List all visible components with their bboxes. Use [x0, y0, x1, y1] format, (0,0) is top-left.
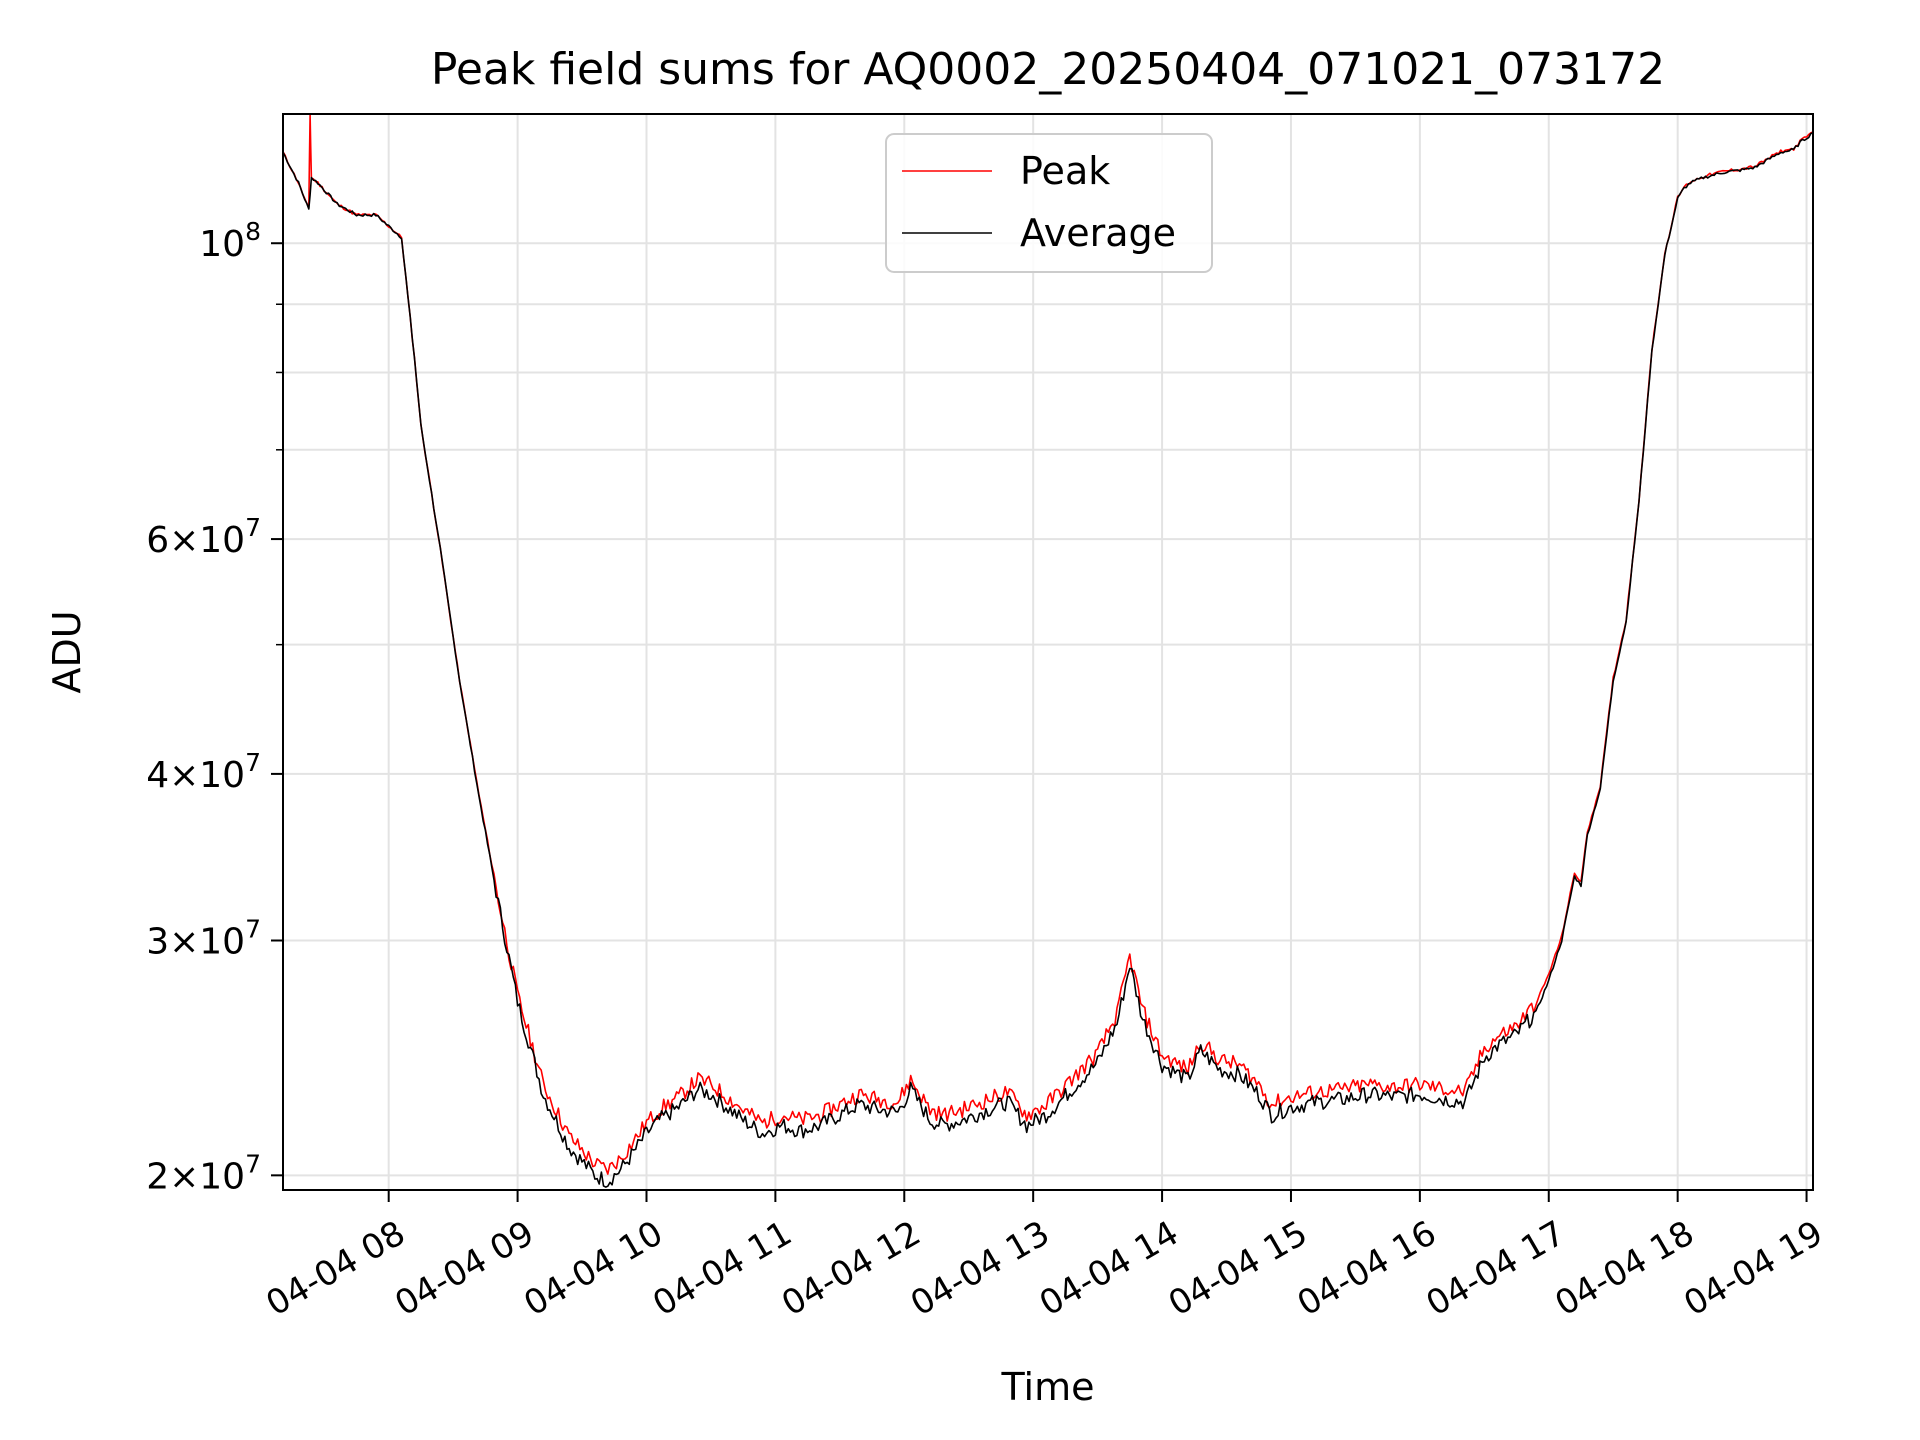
y-tick-times: ×	[169, 755, 199, 796]
y-tick-mantissa: 2	[146, 1156, 169, 1197]
y-tick-base: 10	[199, 224, 245, 265]
series-layer	[282, 113, 1814, 1188]
y-tick-exponent: 7	[245, 1149, 261, 1178]
y-tick-times: ×	[169, 922, 199, 963]
plot-frame	[282, 113, 1814, 1191]
series-line-peak	[282, 113, 1814, 1175]
y-tick-exponent: 7	[245, 915, 261, 944]
y-tick-base: 10	[199, 1156, 245, 1197]
legend-average-label: Average	[1020, 211, 1176, 255]
y-tick-base: 10	[199, 520, 245, 561]
y-tick-label: 108	[199, 217, 261, 265]
y-tick-label: 2×107	[146, 1149, 261, 1197]
y-tick-label: 3×107	[146, 915, 261, 963]
legend-peak-label: Peak	[1020, 149, 1110, 193]
y-tick-exponent: 8	[245, 217, 261, 246]
legend: Peak Average	[885, 133, 1213, 273]
series-line-average	[282, 132, 1814, 1188]
y-tick-mantissa: 4	[146, 755, 169, 796]
grid	[283, 114, 1813, 1190]
chart-title: Peak field sums for AQ0002_20250404_0710…	[431, 44, 1665, 95]
y-tick-mantissa: 3	[146, 922, 169, 963]
y-tick-base: 10	[199, 755, 245, 796]
y-tick-mantissa: 6	[146, 520, 169, 561]
y-tick-label: 4×107	[146, 748, 261, 796]
y-tick-times: ×	[169, 520, 199, 561]
y-tick-exponent: 7	[245, 513, 261, 542]
y-tick-exponent: 7	[245, 748, 261, 777]
y-axis-label: ADU	[45, 610, 89, 693]
x-axis-label: Time	[1001, 1365, 1095, 1409]
legend-box	[885, 133, 1213, 273]
y-tick-label: 6×107	[146, 513, 261, 561]
y-tick-times: ×	[169, 1156, 199, 1197]
y-tick-base: 10	[199, 922, 245, 963]
